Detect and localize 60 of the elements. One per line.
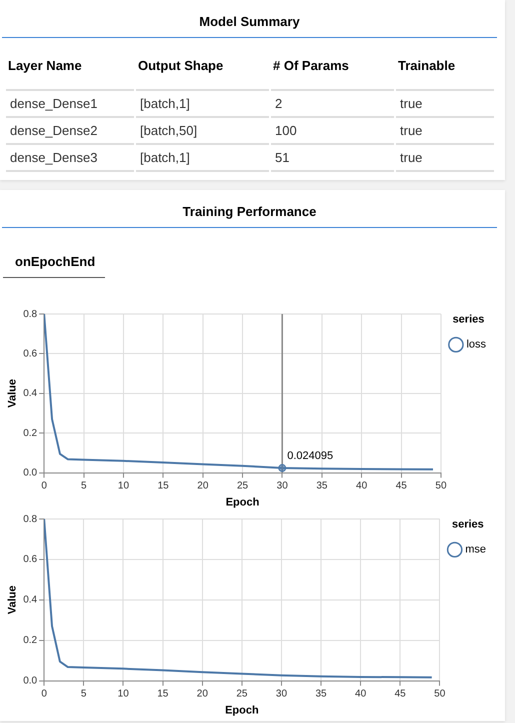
- y-tick-label: 0.4: [23, 594, 38, 606]
- x-tick-label: 35: [316, 480, 328, 492]
- x-tick-label: 25: [236, 480, 249, 492]
- x-tick-label: 15: [158, 480, 170, 492]
- x-tick-label: 45: [396, 480, 408, 492]
- x-tick-label: 30: [276, 688, 288, 700]
- text: # Of Params: [271, 50, 394, 91]
- text: 2: [271, 91, 394, 118]
- x-tick-label: 20: [196, 688, 208, 700]
- text: 51: [271, 145, 394, 172]
- legend-label: loss: [466, 338, 486, 351]
- legend-title: series: [452, 518, 484, 531]
- x-tick-label: 35: [315, 688, 328, 700]
- text: dense_Dense3: [6, 145, 134, 172]
- x-tick-label: 45: [394, 688, 406, 700]
- text: [batch,1]: [136, 145, 269, 172]
- legend-title: series: [452, 314, 484, 326]
- text: true: [396, 145, 494, 172]
- x-tick-label: 50: [434, 688, 446, 700]
- y-tick-label: 0.0: [23, 468, 38, 479]
- x-tick-label: 40: [356, 480, 368, 492]
- x-tick-label: 20: [197, 480, 209, 492]
- y-tick-label: 0.4: [23, 388, 38, 400]
- x-tick-label: 5: [81, 480, 88, 492]
- text: Output Shape: [136, 50, 269, 91]
- legend-label: mse: [465, 544, 486, 556]
- chart-title: Training Performance: [2, 190, 497, 228]
- text: Model Summary: [2, 0, 497, 38]
- text: [batch,50]: [136, 118, 269, 145]
- x-tick-label: 0: [41, 688, 48, 700]
- text: dense_Dense1: [6, 91, 134, 118]
- text: 100: [271, 118, 394, 145]
- y-tick-label: 0.2: [23, 635, 38, 646]
- x-tick-label: 10: [118, 688, 130, 700]
- x-tick-label: 50: [435, 480, 447, 492]
- text: [batch,1]: [136, 91, 269, 118]
- x-tick-label: 10: [118, 480, 130, 492]
- y-tick-label: 0.0: [23, 676, 38, 687]
- x-axis-title: Epoch: [226, 496, 260, 508]
- y-tick-label: 0.2: [23, 428, 38, 439]
- x-tick-label: 25: [236, 688, 248, 700]
- x-tick-label: 30: [276, 480, 288, 492]
- y-tick-label: 0.6: [23, 348, 38, 360]
- y-tick-label: 0.8: [23, 514, 38, 525]
- y-tick-label: 0.8: [23, 308, 38, 320]
- text: true: [396, 91, 494, 118]
- text: Layer Name: [6, 50, 134, 91]
- chart-subtitle: onEpochEnd: [3, 228, 106, 278]
- y-axis-title: Value: [6, 586, 19, 614]
- text: true: [396, 118, 494, 145]
- x-axis-title: Epoch: [225, 704, 259, 716]
- x-tick-label: 0: [41, 480, 48, 492]
- text: Trainable: [396, 50, 494, 91]
- x-tick-label: 40: [355, 688, 367, 700]
- x-tick-label: 5: [80, 688, 87, 700]
- text: dense_Dense2: [6, 118, 134, 145]
- annotation: 0.024095: [287, 450, 334, 462]
- y-axis-title: Value: [6, 379, 19, 408]
- x-tick-label: 15: [157, 688, 169, 700]
- y-tick-label: 0.6: [23, 554, 38, 566]
